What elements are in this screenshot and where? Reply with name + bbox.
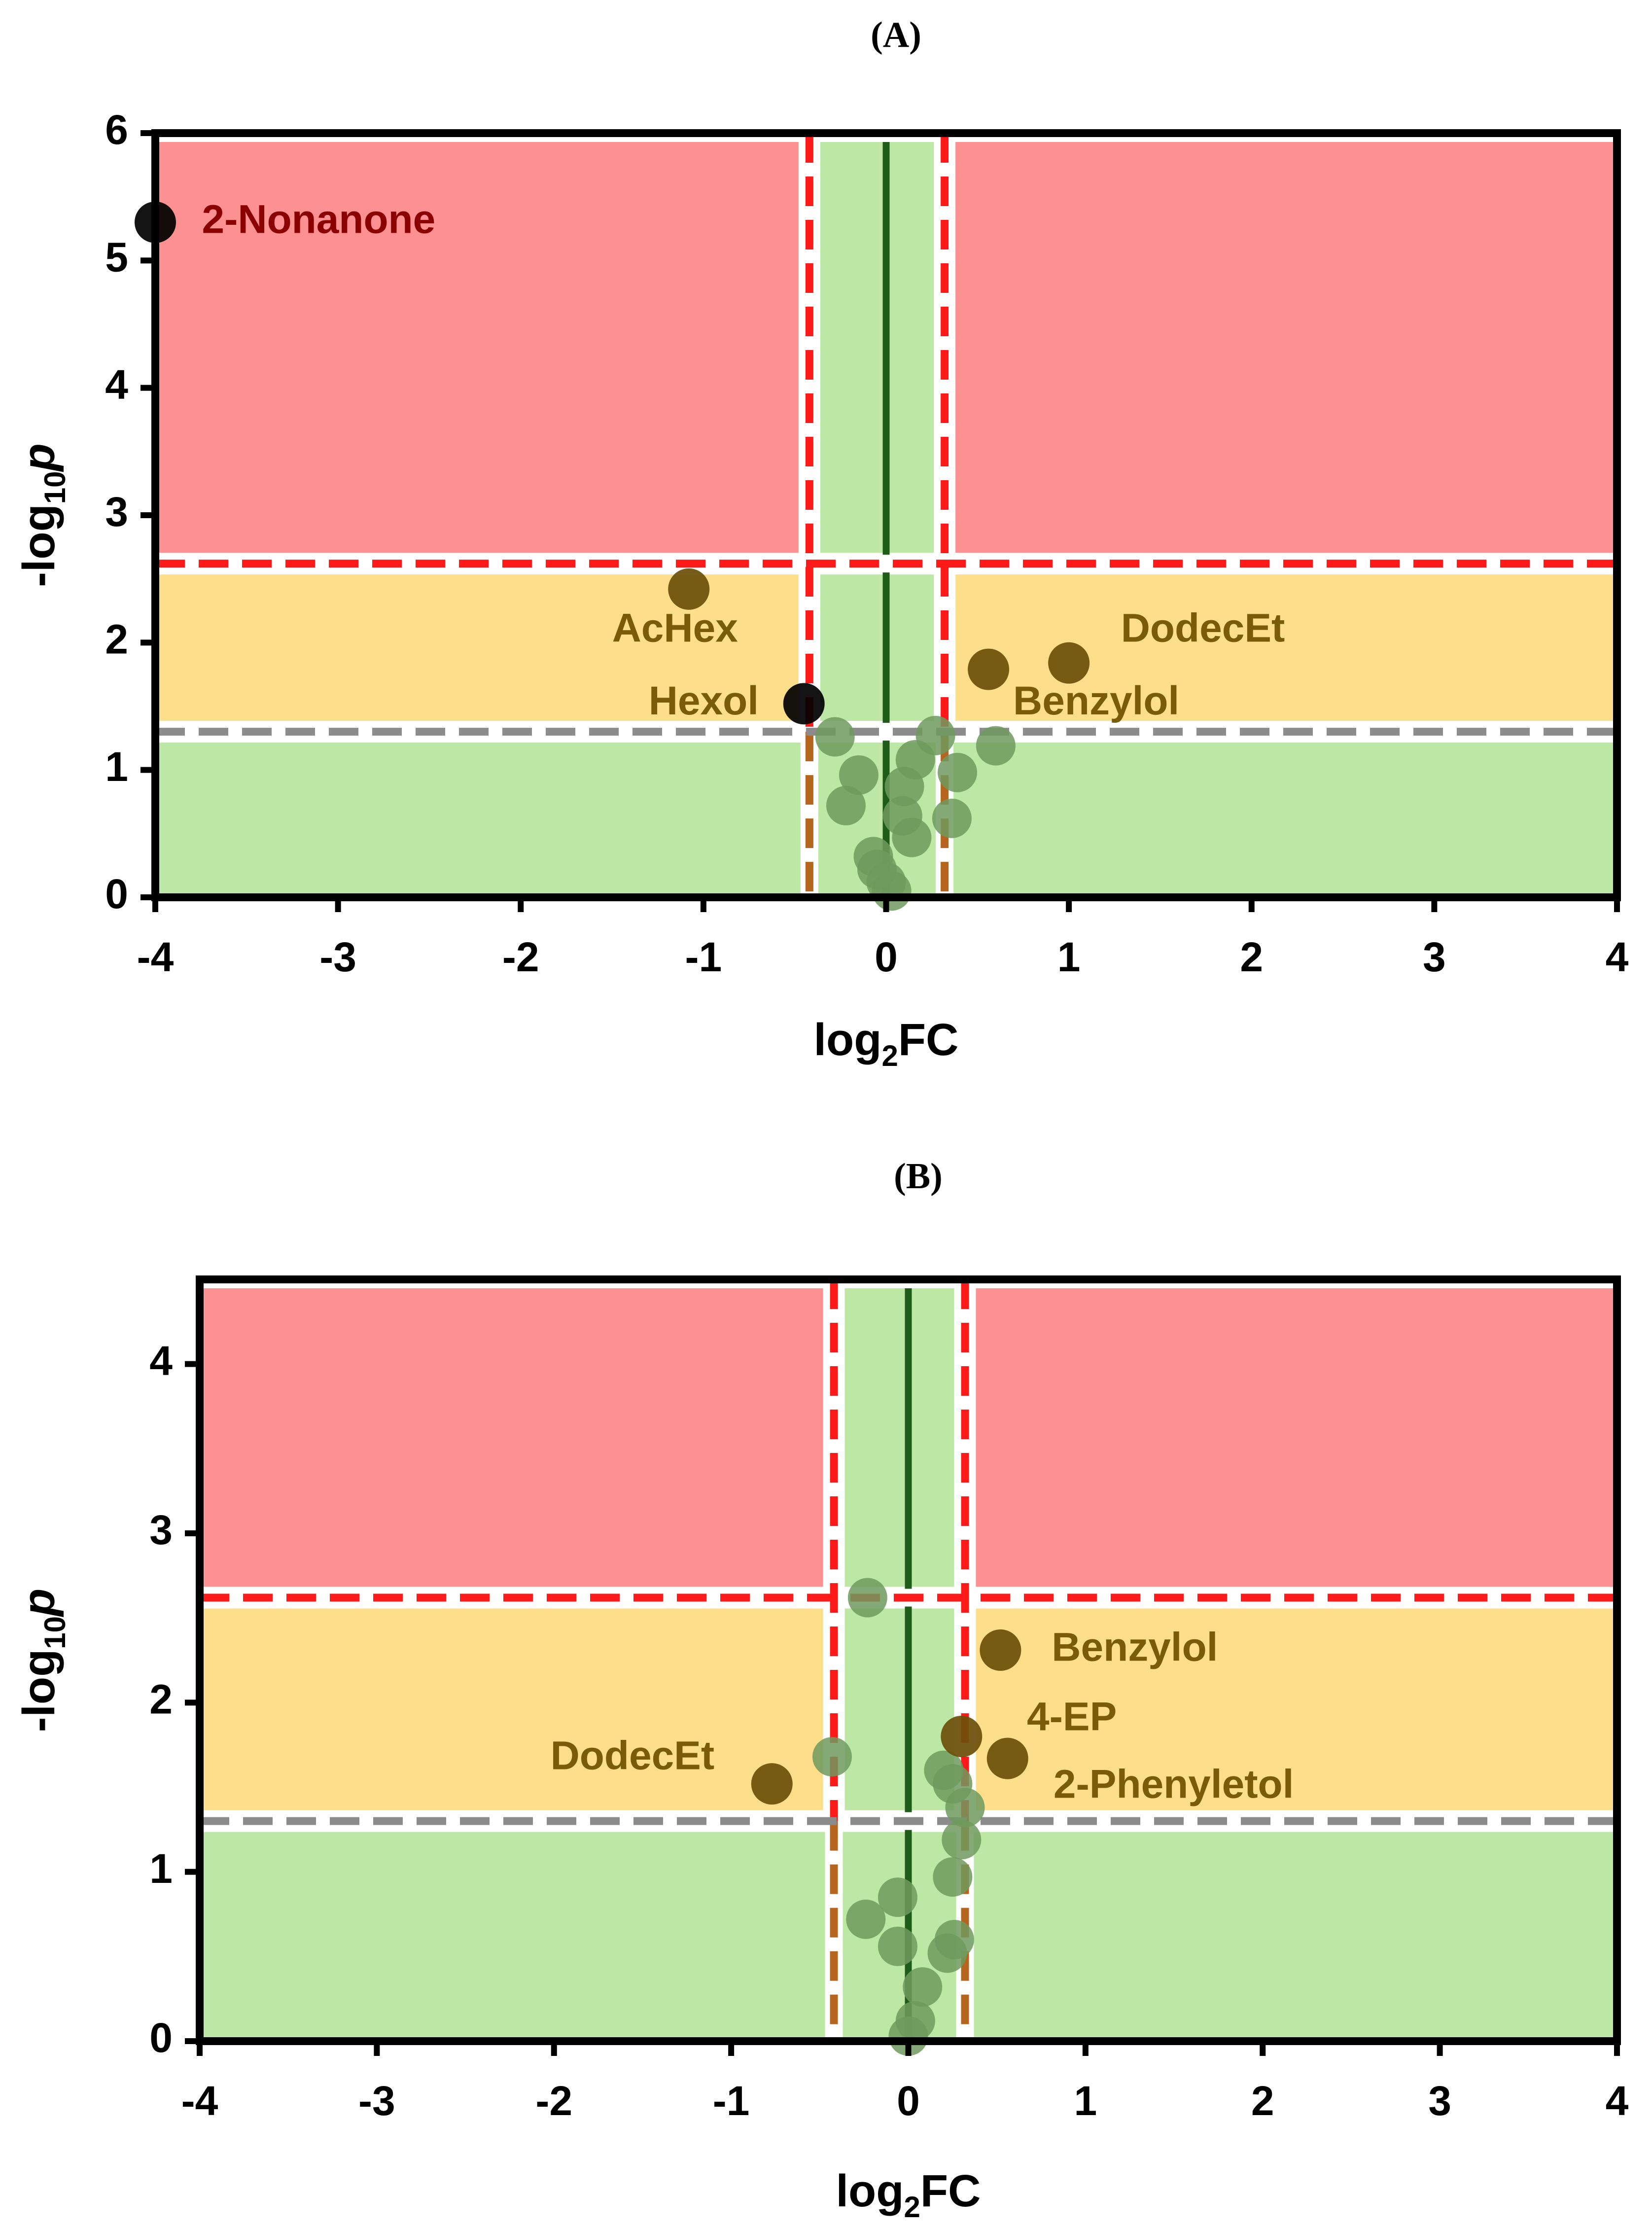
data-point-1 [847, 1578, 887, 1618]
point-label: DodecEt [551, 1733, 715, 1778]
yellow-zone-right [976, 1608, 1613, 1810]
x-tick-label: 4 [1606, 2078, 1629, 2124]
data-point-11 [892, 817, 932, 857]
y-axis-label-tail: p [14, 443, 64, 472]
x-axis-label-main: log [814, 1015, 882, 1065]
labeled-point-achex [668, 568, 710, 610]
data-point-5 [945, 1788, 985, 1828]
labeled-point-hexol [783, 683, 825, 725]
data-point-15 [872, 871, 912, 911]
point-label: DodecEt [1121, 606, 1285, 651]
x-tick-label: 3 [1428, 2078, 1451, 2124]
point-label: 2-Phenyletol [1054, 1762, 1294, 1807]
x-axis-label-tail: FC [898, 1015, 959, 1065]
y-tick-label: 0 [105, 871, 128, 917]
point-label: AcHex [612, 606, 738, 651]
x-tick-label: -2 [502, 934, 539, 980]
data-point-9 [846, 1899, 886, 1939]
data-point-15 [888, 2016, 928, 2056]
y-tick-label: 1 [105, 743, 128, 790]
labeled-point-2-phenyletol [986, 1737, 1028, 1779]
data-point-6 [942, 1820, 982, 1860]
red-zone-left [204, 1288, 823, 1587]
green-zone-center-top [820, 142, 934, 553]
x-tick-label: 1 [1074, 2078, 1097, 2124]
data-point-2 [812, 1737, 852, 1777]
y-axis-label: -log10p [14, 1589, 71, 1733]
data-point-7 [938, 752, 978, 792]
data-point-12 [927, 1933, 967, 1973]
x-tick-label: -3 [319, 934, 356, 980]
x-tick-label: 3 [1423, 934, 1446, 980]
x-tick-label: -4 [137, 934, 174, 980]
x-tick-label: -4 [181, 2078, 218, 2124]
y-axis-label-subscript: 10 [38, 1616, 71, 1649]
y-tick-label: 3 [149, 1507, 173, 1553]
x-axis-label-tail: FC [920, 2166, 981, 2216]
x-axis-label: log2FC [836, 2166, 981, 2224]
x-tick-label: 1 [1057, 934, 1081, 980]
point-label: Hexol [649, 678, 759, 723]
panel-title: (B) [894, 1156, 943, 1197]
data-point-3 [826, 786, 866, 825]
x-tick-label: -1 [713, 2078, 750, 2124]
point-label: Benzylol [1013, 678, 1179, 723]
x-axis-label-subscript: 2 [904, 2191, 920, 2224]
y-tick-label: 5 [105, 234, 128, 281]
red-zone-right [955, 142, 1613, 553]
green-zone-center-mid [820, 574, 934, 721]
y-tick-label: 4 [149, 1338, 173, 1384]
x-axis-label-main: log [836, 2166, 904, 2216]
data-point-8 [878, 1877, 917, 1917]
y-tick-label: 4 [105, 361, 128, 408]
labeled-point-benzylol [968, 648, 1010, 690]
y-axis-label-subscript: 10 [38, 471, 71, 504]
yellow-zone-left [204, 1608, 823, 1810]
data-point-13 [903, 1967, 943, 2007]
y-axis-label-prefix: -log [14, 504, 64, 587]
x-tick-label: -1 [685, 934, 722, 980]
x-axis-label-subscript: 2 [881, 1039, 898, 1072]
y-tick-label: 0 [149, 2015, 173, 2061]
panel-b-volcano-plot: (B) Benzylol 4-EP 2-Phenyletol DodecEt -4 -3 -2… [14, 1156, 1629, 2224]
data-point-1 [815, 717, 855, 757]
point-label: Benzylol [1052, 1625, 1218, 1670]
labeled-point-4-ep [941, 1716, 983, 1757]
data-point-6 [915, 715, 955, 755]
data-point-10 [878, 1926, 917, 1966]
y-axis-label-tail: p [14, 1589, 64, 1618]
data-point-7 [933, 1857, 973, 1897]
y-tick-label: 6 [105, 106, 128, 153]
labeled-point-benzylol [980, 1629, 1021, 1671]
labeled-point-dodecet [1048, 642, 1090, 684]
x-tick-label: 2 [1251, 2078, 1274, 2124]
x-tick-label: -3 [358, 2078, 395, 2124]
y-tick-label: 2 [149, 1676, 173, 1723]
red-zone-left [159, 142, 799, 553]
y-tick-label: 2 [105, 616, 128, 663]
x-tick-label: 2 [1240, 934, 1263, 980]
panel-a-volcano-plot: (A) 2-Nonanone AcHex Hexol Benzylol DodecEt -4… [14, 15, 1629, 1072]
green-zone-center-top [844, 1288, 954, 1587]
y-axis-label-prefix: -log [14, 1649, 64, 1733]
panel-title: (A) [871, 15, 921, 55]
x-tick-label: 0 [875, 934, 898, 980]
x-axis-label: log2FC [814, 1015, 959, 1072]
x-tick-label: 4 [1606, 934, 1629, 980]
point-label: 4-EP [1027, 1694, 1117, 1739]
x-tick-label: -2 [535, 2078, 572, 2124]
data-point-2 [839, 755, 879, 795]
labeled-point-dodecet [751, 1763, 793, 1805]
red-zone-right [976, 1288, 1613, 1587]
x-tick-label: 0 [897, 2078, 920, 2124]
point-label: 2-Nonanone [202, 197, 435, 242]
y-axis-label: -log10p [14, 443, 71, 587]
y-tick-label: 1 [149, 1845, 173, 1892]
y-tick-label: 3 [105, 489, 128, 535]
data-point-10 [932, 798, 972, 838]
data-point-8 [976, 726, 1016, 766]
